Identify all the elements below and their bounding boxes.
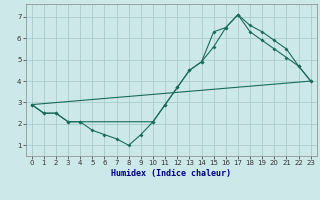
X-axis label: Humidex (Indice chaleur): Humidex (Indice chaleur) bbox=[111, 169, 231, 178]
